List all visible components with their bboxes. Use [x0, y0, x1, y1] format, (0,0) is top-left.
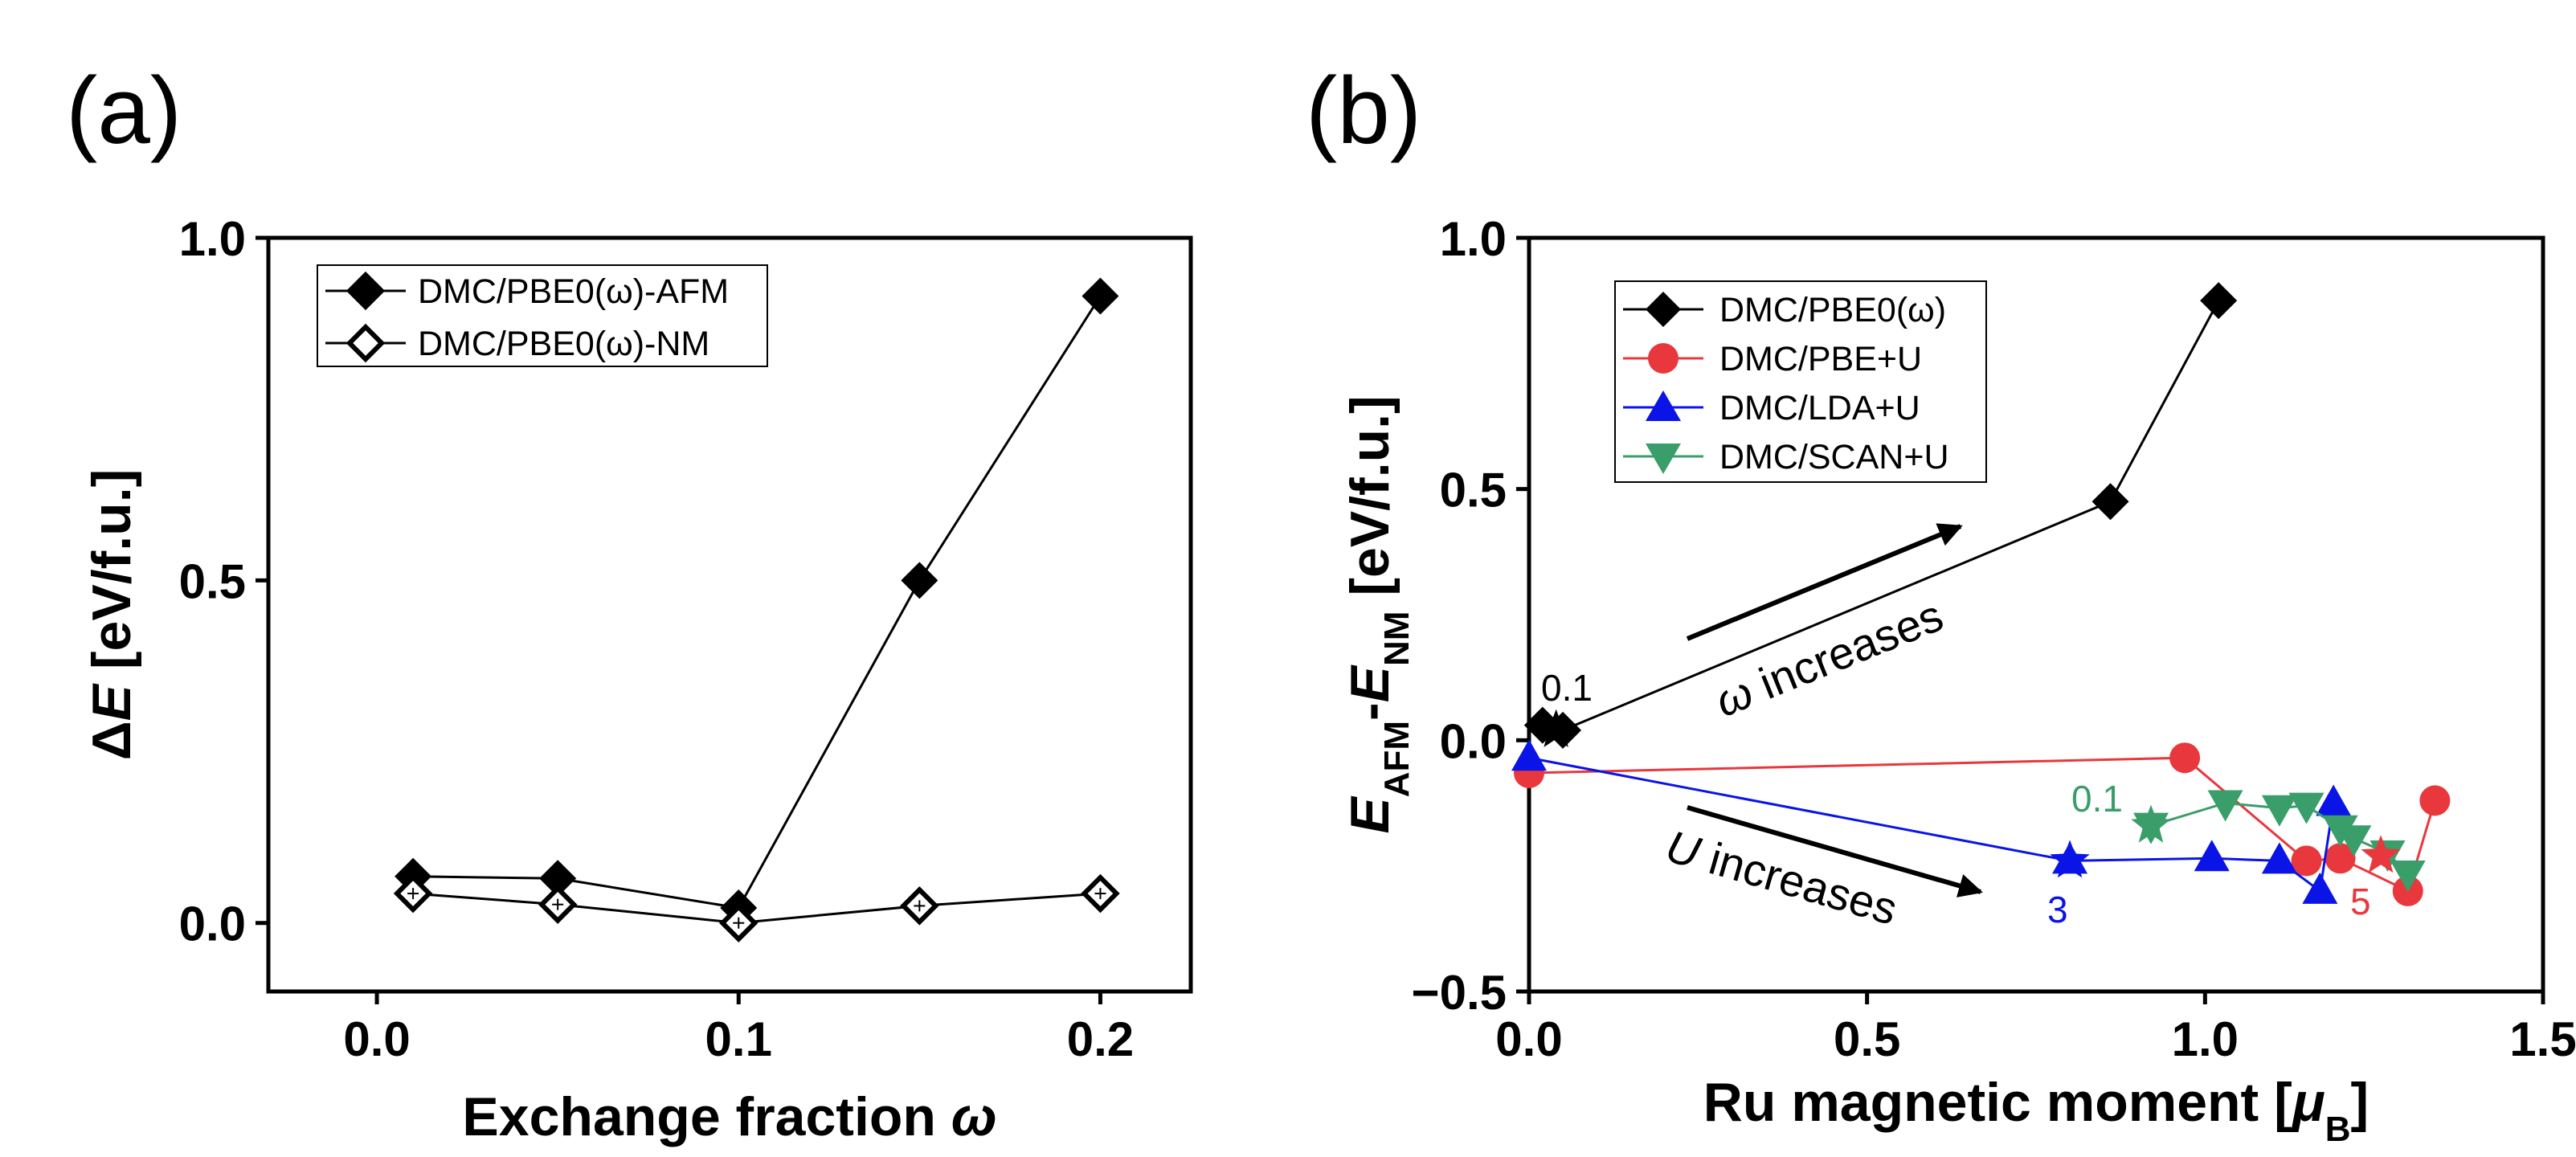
- b-series-0-point: [2200, 282, 2238, 320]
- b-series-1-point: [2291, 845, 2322, 877]
- legend-b-marker-scan-u: [1646, 444, 1681, 474]
- u-arrow: [1687, 805, 1983, 897]
- b-series-1-point: [2419, 785, 2451, 816]
- annotation-scan-start: 0.1: [2071, 778, 2123, 820]
- legend-a: DMC/PBE0(ω)-AFM DMC/PBE0(ω)-NM: [317, 264, 768, 367]
- panel-b-chart: 0.0 0.5 1.0 1.5−0.50.00.51.0 ω increases U …: [1339, 212, 2576, 1149]
- a-series-0-point: [539, 860, 577, 897]
- b-series-2-point: [2194, 840, 2230, 872]
- b-series-3-point: [2207, 790, 2243, 822]
- b-series-3-point: [2288, 792, 2325, 824]
- panel-a-chart: 0.0 0.1 0.2 0.0 0.5 1.0 DMC/PBE0(ω)-AFM DMC/P…: [81, 212, 1193, 1147]
- legend-b-label-pbe0: DMC/PBE0(ω): [1719, 291, 1946, 329]
- annotation-lda-start: 3: [2047, 889, 2068, 930]
- b-series-2-point: [1511, 739, 1547, 771]
- a-series-0-line: [413, 295, 1102, 910]
- panel-label-a: (a): [66, 58, 182, 164]
- x-axis-title-b: Ru magnetic moment [μB]: [1703, 1072, 2369, 1149]
- a-ytick-label: 0.0: [179, 897, 246, 951]
- b-start-star-point: [2050, 840, 2090, 878]
- b-series-1-point: [2169, 742, 2201, 774]
- annotation-omega-start: 0.1: [1541, 667, 1593, 709]
- b-series-2-point: [2302, 872, 2338, 904]
- annotation-u-increases: U increases: [1661, 820, 1903, 934]
- b-series-2-point: [2316, 784, 2352, 816]
- b-start-star-point: [2361, 835, 2401, 873]
- legend-a-frame: [317, 264, 768, 367]
- b-xtick-label: 1.0: [2172, 1012, 2239, 1066]
- legend-b-label-pbe-u: DMC/PBE+U: [1719, 340, 1922, 378]
- y-axis-title-b: EAFM-ENM [eV/f.u.]: [1339, 395, 1417, 833]
- b-xtick-label: 0.5: [1834, 1012, 1900, 1066]
- legend-a-label-nm: DMC/PBE0(ω)-NM: [418, 325, 709, 363]
- legend-b-marker-lda-u: [1646, 390, 1681, 421]
- b-series-2-point: [2261, 842, 2297, 874]
- legend-b-label-scan-u: DMC/SCAN+U: [1719, 438, 1949, 476]
- a-ytick-label: 1.0: [179, 212, 246, 266]
- annotation-pbe-end: 5: [2350, 881, 2371, 922]
- a-xtick-label: 0.1: [705, 1012, 772, 1066]
- b-series-3-point: [2261, 795, 2297, 827]
- legend-b: DMC/PBE0(ω) DMC/PBE+U DMC/LDA+U DMC/SCAN…: [1614, 280, 1987, 483]
- plot-frame-a: [266, 235, 1193, 994]
- legend-a-marker-nm: [346, 323, 386, 363]
- b-series-1-point: [2325, 843, 2356, 874]
- omega-arrow: [1686, 523, 1963, 641]
- legend-b-marker-pbe-u: [1648, 343, 1678, 374]
- panel-label-b: (b): [1306, 58, 1421, 164]
- x-axis-title-a: Exchange fraction ω: [462, 1086, 996, 1147]
- a-ytick-label: 0.5: [179, 554, 246, 608]
- b-start-star-point: [2131, 804, 2171, 843]
- b-xtick-label: 1.5: [2509, 1012, 2576, 1066]
- b-series-2-line: [1528, 756, 2335, 893]
- plot-frame-b: [1527, 235, 2545, 994]
- b-series-0-point: [2091, 483, 2129, 521]
- legend-a-label-afm: DMC/PBE0(ω)-AFM: [418, 272, 729, 311]
- y-axis-title-a: ΔE [eV/f.u.]: [81, 469, 142, 760]
- b-ytick-label: 1.0: [1440, 212, 1507, 266]
- a-xtick-label: 0.2: [1067, 1012, 1134, 1066]
- b-ytick-label: −0.5: [1412, 966, 1507, 1020]
- b-ytick-label: 0.5: [1440, 464, 1507, 517]
- b-xtick-label: 0.0: [1495, 1012, 1562, 1066]
- b-series-3-point: [2336, 825, 2372, 857]
- legend-b-label-lda-u: DMC/LDA+U: [1719, 389, 1920, 427]
- b-ytick-label: 0.0: [1440, 714, 1507, 768]
- legend-b-marker-pbe0: [1646, 292, 1681, 327]
- a-xtick-label: 0.0: [343, 1012, 410, 1066]
- a-series-0-point: [1082, 277, 1119, 315]
- a-series-0-point: [901, 562, 938, 599]
- legend-a-marker-afm: [346, 271, 386, 311]
- annotation-omega-increases: ω increases: [1708, 590, 1950, 726]
- b-start-star-point: [1535, 709, 1576, 747]
- b-series-3-point: [2390, 861, 2426, 893]
